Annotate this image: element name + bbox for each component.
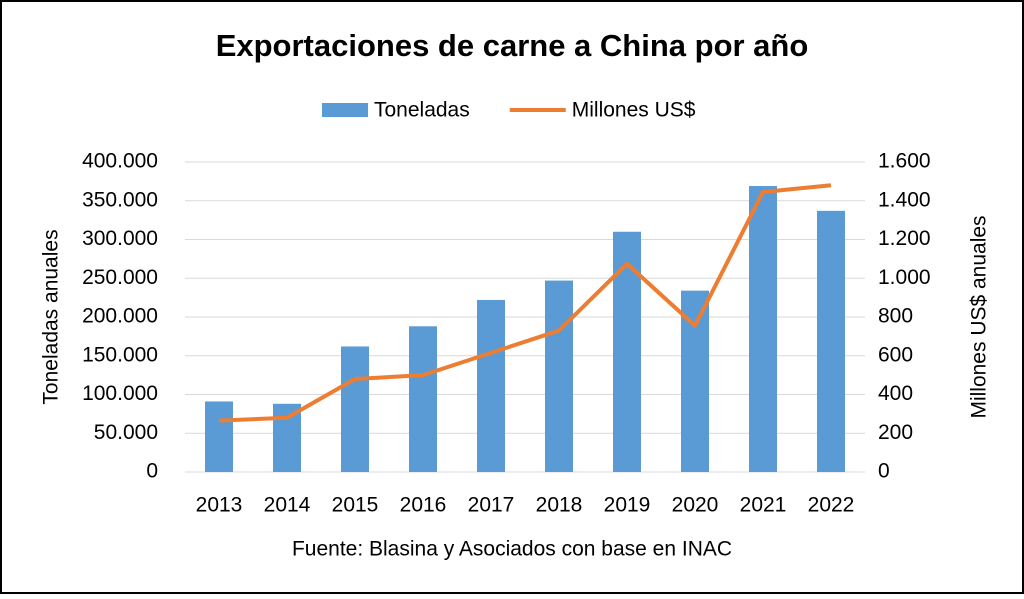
- y2-tick-label: 200: [878, 421, 913, 444]
- y2-tick-label: 800: [878, 305, 913, 328]
- y2-tick-label: 1.000: [878, 266, 931, 289]
- y2-tick-label: 0: [878, 460, 890, 483]
- y-tick-label: 150.000: [82, 343, 158, 366]
- y-tick-label: 250.000: [82, 266, 158, 289]
- x-tick-label: 2021: [740, 494, 787, 517]
- legend-label: Toneladas: [374, 99, 470, 122]
- y2-tick-label: 600: [878, 343, 913, 366]
- x-tick-label: 2019: [604, 494, 651, 517]
- x-tick-label: 2020: [672, 494, 719, 517]
- x-tick-label: 2015: [332, 494, 379, 517]
- bar: [613, 231, 641, 472]
- x-tick-label: 2013: [196, 494, 243, 517]
- bar: [409, 326, 437, 472]
- x-tick-label: 2022: [808, 494, 855, 517]
- bar: [545, 280, 573, 472]
- x-tick-label: 2016: [400, 494, 447, 517]
- x-tick-label: 2014: [264, 494, 311, 517]
- bar: [817, 210, 845, 472]
- bar: [341, 346, 369, 472]
- y-tick-label: 350.000: [82, 188, 158, 211]
- y2-tick-label: 1.200: [878, 227, 931, 250]
- bar: [205, 401, 233, 472]
- y2-tick-label: 1.400: [878, 188, 931, 211]
- y-tick-label: 200.000: [82, 305, 158, 328]
- y-axis-title: Toneladas anuales: [40, 229, 63, 404]
- y-tick-label: 0: [146, 460, 158, 483]
- line-series: [218, 183, 832, 423]
- bar: [273, 403, 301, 472]
- y2-axis-title: Millones US$ anuales: [968, 215, 991, 418]
- y-tick-label: 400.000: [82, 150, 158, 173]
- bar: [477, 299, 505, 472]
- chart-title: Exportaciones de carne a China por año: [216, 28, 809, 63]
- x-tick-label: 2017: [468, 494, 515, 517]
- y-tick-label: 50.000: [94, 421, 158, 444]
- y2-tick-label: 1.600: [878, 150, 931, 173]
- bar: [681, 290, 709, 472]
- y-tick-label: 300.000: [82, 227, 158, 250]
- source-note: Fuente: Blasina y Asociados con base en …: [292, 538, 732, 561]
- y2-tick-label: 400: [878, 382, 913, 405]
- bar: [749, 186, 777, 472]
- y-tick-label: 100.000: [82, 382, 158, 405]
- x-tick-label: 2018: [536, 494, 583, 517]
- legend-swatch: [322, 103, 368, 117]
- legend-label: Millones US$: [572, 99, 696, 122]
